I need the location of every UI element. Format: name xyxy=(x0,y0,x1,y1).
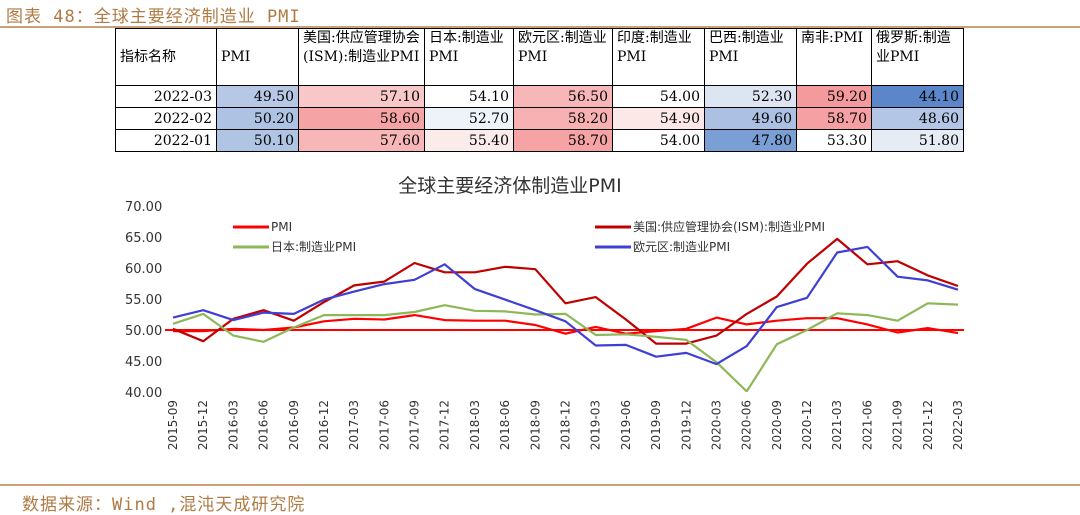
x-tick-label: 2016-12 xyxy=(317,400,331,450)
table-cell: 54.00 xyxy=(612,129,705,152)
table-cell: 58.70 xyxy=(513,129,613,152)
table-cell: 54.10 xyxy=(424,85,514,108)
pmi-table: 指标名称 PMI 美国:供应管理协会(ISM):制造业PMI 日本:制造业PMI… xyxy=(115,28,964,152)
table-row: 2022-03 49.50 57.10 54.10 56.50 54.00 52.30 59.… xyxy=(115,85,964,108)
legend-label: 日本:制造业PMI xyxy=(271,240,356,254)
table-cell: 59.20 xyxy=(796,85,872,108)
row-date: 2022-01 xyxy=(115,129,217,152)
table-cell: 54.00 xyxy=(612,85,705,108)
x-tick-label: 2015-12 xyxy=(196,400,210,450)
y-tick-label: 70.00 xyxy=(125,200,162,215)
x-tick-label: 2017-06 xyxy=(377,400,391,450)
table-cell: 50.10 xyxy=(216,129,299,152)
x-tick-label: 2021-03 xyxy=(830,400,844,450)
y-tick-label: 60.00 xyxy=(125,262,162,277)
x-tick-label: 2020-09 xyxy=(770,400,784,450)
top-rule xyxy=(0,26,1080,28)
x-tick-label: 2020-03 xyxy=(709,400,723,450)
x-tick-label: 2022-03 xyxy=(951,400,965,450)
table-cell: 53.30 xyxy=(796,129,872,152)
x-tick-label: 2017-12 xyxy=(438,400,452,450)
x-tick-label: 2017-09 xyxy=(408,400,422,450)
x-tick-label: 2019-12 xyxy=(679,400,693,450)
header-russia: 俄罗斯:制造业PMI xyxy=(871,28,964,86)
x-tick-label: 2016-03 xyxy=(226,400,240,450)
legend-label: 欧元区:制造业PMI xyxy=(633,240,730,254)
legend-label: 美国:供应管理协会(ISM):制造业PMI xyxy=(633,219,825,234)
pmi-line-chart: 全球主要经济体制造业PMI 70.00 65.00 60.00 55.00 50.00 4… xyxy=(115,162,980,488)
table-cell: 51.80 xyxy=(871,129,964,152)
x-tick-label: 2019-06 xyxy=(619,400,633,450)
x-tick-label: 2021-09 xyxy=(891,400,905,450)
source-note: 数据来源：Wind ,混沌天成研究院 xyxy=(22,495,306,515)
header-japan: 日本:制造业PMI xyxy=(424,28,514,86)
header-us-ism: 美国:供应管理协会(ISM):制造业PMI xyxy=(298,28,425,86)
table-row: 2022-01 50.10 57.60 55.40 58.70 54.00 47.80 53.… xyxy=(115,129,964,152)
table-cell: 48.60 xyxy=(871,107,964,130)
x-tick-label: 2020-12 xyxy=(800,400,814,450)
header-brazil: 巴西:制造业PMI xyxy=(704,28,797,86)
table-cell: 44.10 xyxy=(871,85,964,108)
table-cell: 52.70 xyxy=(424,107,514,130)
x-tick-label: 2018-03 xyxy=(468,400,482,450)
bottom-rule xyxy=(0,484,1080,486)
x-tick-label: 2020-06 xyxy=(740,400,754,450)
header-eurozone: 欧元区:制造业PMI xyxy=(513,28,613,86)
x-tick-label: 2017-03 xyxy=(347,400,361,450)
chart-title: 全球主要经济体制造业PMI xyxy=(398,175,621,197)
table-cell: 47.80 xyxy=(704,129,797,152)
header-china-pmi: PMI xyxy=(216,28,299,86)
series-line xyxy=(172,302,959,392)
series-line xyxy=(172,237,959,345)
row-date: 2022-02 xyxy=(115,107,217,130)
x-tick-label: 2016-09 xyxy=(287,400,301,450)
x-tick-label: 2016-06 xyxy=(257,400,271,450)
table-cell: 58.20 xyxy=(513,107,613,130)
table-cell: 54.90 xyxy=(612,107,705,130)
header-south-africa: 南非:PMI xyxy=(796,28,872,86)
header-india: 印度:制造业PMI xyxy=(612,28,705,86)
figure-title: 图表 48：全球主要经济制造业 PMI xyxy=(6,7,301,27)
chart-svg: 全球主要经济体制造业PMI 70.00 65.00 60.00 55.00 50.00 4… xyxy=(125,175,965,450)
table-cell: 52.30 xyxy=(704,85,797,108)
legend-label: PMI xyxy=(271,220,292,234)
table-cell: 49.60 xyxy=(704,107,797,130)
table-cell: 58.60 xyxy=(298,107,425,130)
x-tick-label: 2021-06 xyxy=(860,400,874,450)
table-cell: 55.40 xyxy=(424,129,514,152)
table-cell: 56.50 xyxy=(513,85,613,108)
table-cell: 58.70 xyxy=(796,107,872,130)
y-tick-label: 45.00 xyxy=(125,355,162,370)
table-cell: 57.10 xyxy=(298,85,425,108)
row-date: 2022-03 xyxy=(115,85,217,108)
table-cell: 57.60 xyxy=(298,129,425,152)
x-tick-label: 2019-03 xyxy=(589,400,603,450)
series-line xyxy=(172,245,959,366)
x-tick-label: 2018-12 xyxy=(559,400,573,450)
y-tick-label: 55.00 xyxy=(125,293,162,308)
table-cell: 50.20 xyxy=(216,107,299,130)
x-tick-label: 2018-09 xyxy=(528,400,542,450)
table-header-row: 指标名称 PMI 美国:供应管理协会(ISM):制造业PMI 日本:制造业PMI… xyxy=(115,28,964,86)
x-tick-label: 2019-09 xyxy=(649,400,663,450)
x-tick-label: 2021-12 xyxy=(921,400,935,450)
y-tick-label: 40.00 xyxy=(125,386,162,401)
y-tick-label: 50.00 xyxy=(125,324,162,339)
y-tick-label: 65.00 xyxy=(125,231,162,246)
header-indicator: 指标名称 xyxy=(115,28,217,86)
table-cell: 49.50 xyxy=(216,85,299,108)
x-tick-label: 2015-09 xyxy=(166,400,180,450)
x-tick-label: 2018-06 xyxy=(498,400,512,450)
table-row: 2022-02 50.20 58.60 52.70 58.20 54.90 49.60 58.… xyxy=(115,107,964,130)
